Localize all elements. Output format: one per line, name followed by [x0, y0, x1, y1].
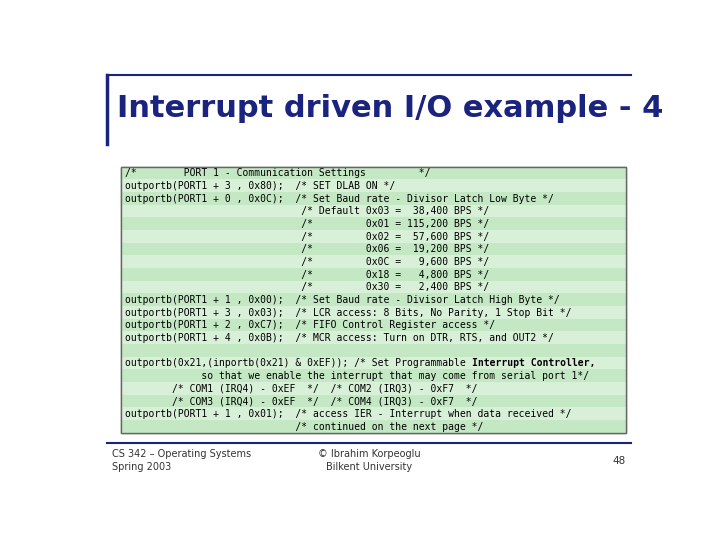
Text: /* continued on the next page */: /* continued on the next page */	[125, 422, 484, 431]
Text: /* Default 0x03 =  38,400 BPS */: /* Default 0x03 = 38,400 BPS */	[125, 206, 490, 217]
Text: /* COM3 (IRQ4) - 0xEF  */  /* COM4 (IRQ3) - 0xF7  */: /* COM3 (IRQ4) - 0xEF */ /* COM4 (IRQ3) …	[125, 396, 477, 407]
Bar	[121, 192, 626, 205]
Text: so that we enable the interrupt that may come from serial port 1*/: so that we enable the interrupt that may…	[125, 371, 589, 381]
Text: outportb(PORT1 + 4 , 0x0B);  /* MCR access: Turn on DTR, RTS, and OUT2 */: outportb(PORT1 + 4 , 0x0B); /* MCR acces…	[125, 333, 554, 343]
Text: outportb(PORT1 + 3 , 0x03);  /* LCR access: 8 Bits, No Parity, 1 Stop Bit */: outportb(PORT1 + 3 , 0x03); /* LCR acces…	[125, 308, 572, 318]
FancyBboxPatch shape	[121, 167, 626, 433]
Bar	[121, 382, 626, 395]
Text: Interrupt Controller,: Interrupt Controller,	[472, 359, 595, 368]
Bar	[121, 395, 626, 408]
Text: outportb(PORT1 + 1 , 0x00);  /* Set Baud rate - Divisor Latch High Byte */: outportb(PORT1 + 1 , 0x00); /* Set Baud …	[125, 295, 560, 305]
Bar	[121, 293, 626, 306]
Bar	[121, 179, 626, 192]
Bar	[121, 369, 626, 382]
Text: 48: 48	[613, 456, 626, 465]
Text: Interrupt driven I/O example - 4: Interrupt driven I/O example - 4	[117, 94, 663, 123]
Bar	[121, 205, 626, 218]
Bar	[121, 420, 626, 433]
Text: /*         0x18 =   4,800 BPS */: /* 0x18 = 4,800 BPS */	[125, 269, 490, 280]
Text: © Ibrahim Korpeoglu
Bilkent University: © Ibrahim Korpeoglu Bilkent University	[318, 449, 420, 472]
Text: /*         0x02 =  57,600 BPS */: /* 0x02 = 57,600 BPS */	[125, 232, 490, 241]
Text: outportb(0x21,(inportb(0x21) & 0xEF)); /* Set Programmable: outportb(0x21,(inportb(0x21) & 0xEF)); /…	[125, 359, 472, 368]
Text: /*         0x01 = 115,200 BPS */: /* 0x01 = 115,200 BPS */	[125, 219, 490, 229]
Text: outportb(PORT1 + 3 , 0x80);  /* SET DLAB ON */: outportb(PORT1 + 3 , 0x80); /* SET DLAB …	[125, 181, 395, 191]
Text: /*         0x0C =   9,600 BPS */: /* 0x0C = 9,600 BPS */	[125, 257, 490, 267]
Bar	[121, 344, 626, 357]
Text: /*        PORT 1 - Communication Settings         */: /* PORT 1 - Communication Settings */	[125, 168, 431, 178]
Text: /*         0x06 =  19,200 BPS */: /* 0x06 = 19,200 BPS */	[125, 244, 490, 254]
Text: outportb(PORT1 + 0 , 0x0C);  /* Set Baud rate - Divisor Latch Low Byte */: outportb(PORT1 + 0 , 0x0C); /* Set Baud …	[125, 194, 554, 204]
Bar	[121, 281, 626, 293]
Text: outportb(PORT1 + 1 , 0x01);  /* access IER - Interrupt when data received */: outportb(PORT1 + 1 , 0x01); /* access IE…	[125, 409, 572, 419]
Bar	[121, 357, 626, 369]
Text: /* COM1 (IRQ4) - 0xEF  */  /* COM2 (IRQ3) - 0xF7  */: /* COM1 (IRQ4) - 0xEF */ /* COM2 (IRQ3) …	[125, 384, 477, 394]
Text: /*         0x30 =   2,400 BPS */: /* 0x30 = 2,400 BPS */	[125, 282, 490, 292]
Bar	[121, 408, 626, 420]
Bar	[121, 306, 626, 319]
Bar	[121, 218, 626, 230]
Bar	[121, 332, 626, 344]
Bar	[121, 167, 626, 179]
Bar	[121, 230, 626, 242]
Bar	[121, 319, 626, 332]
Bar	[121, 268, 626, 281]
Bar	[121, 242, 626, 255]
Text: CS 342 – Operating Systems
Spring 2003: CS 342 – Operating Systems Spring 2003	[112, 449, 251, 472]
Text: outportb(PORT1 + 2 , 0xC7);  /* FIFO Control Register access */: outportb(PORT1 + 2 , 0xC7); /* FIFO Cont…	[125, 320, 495, 330]
Bar	[121, 255, 626, 268]
